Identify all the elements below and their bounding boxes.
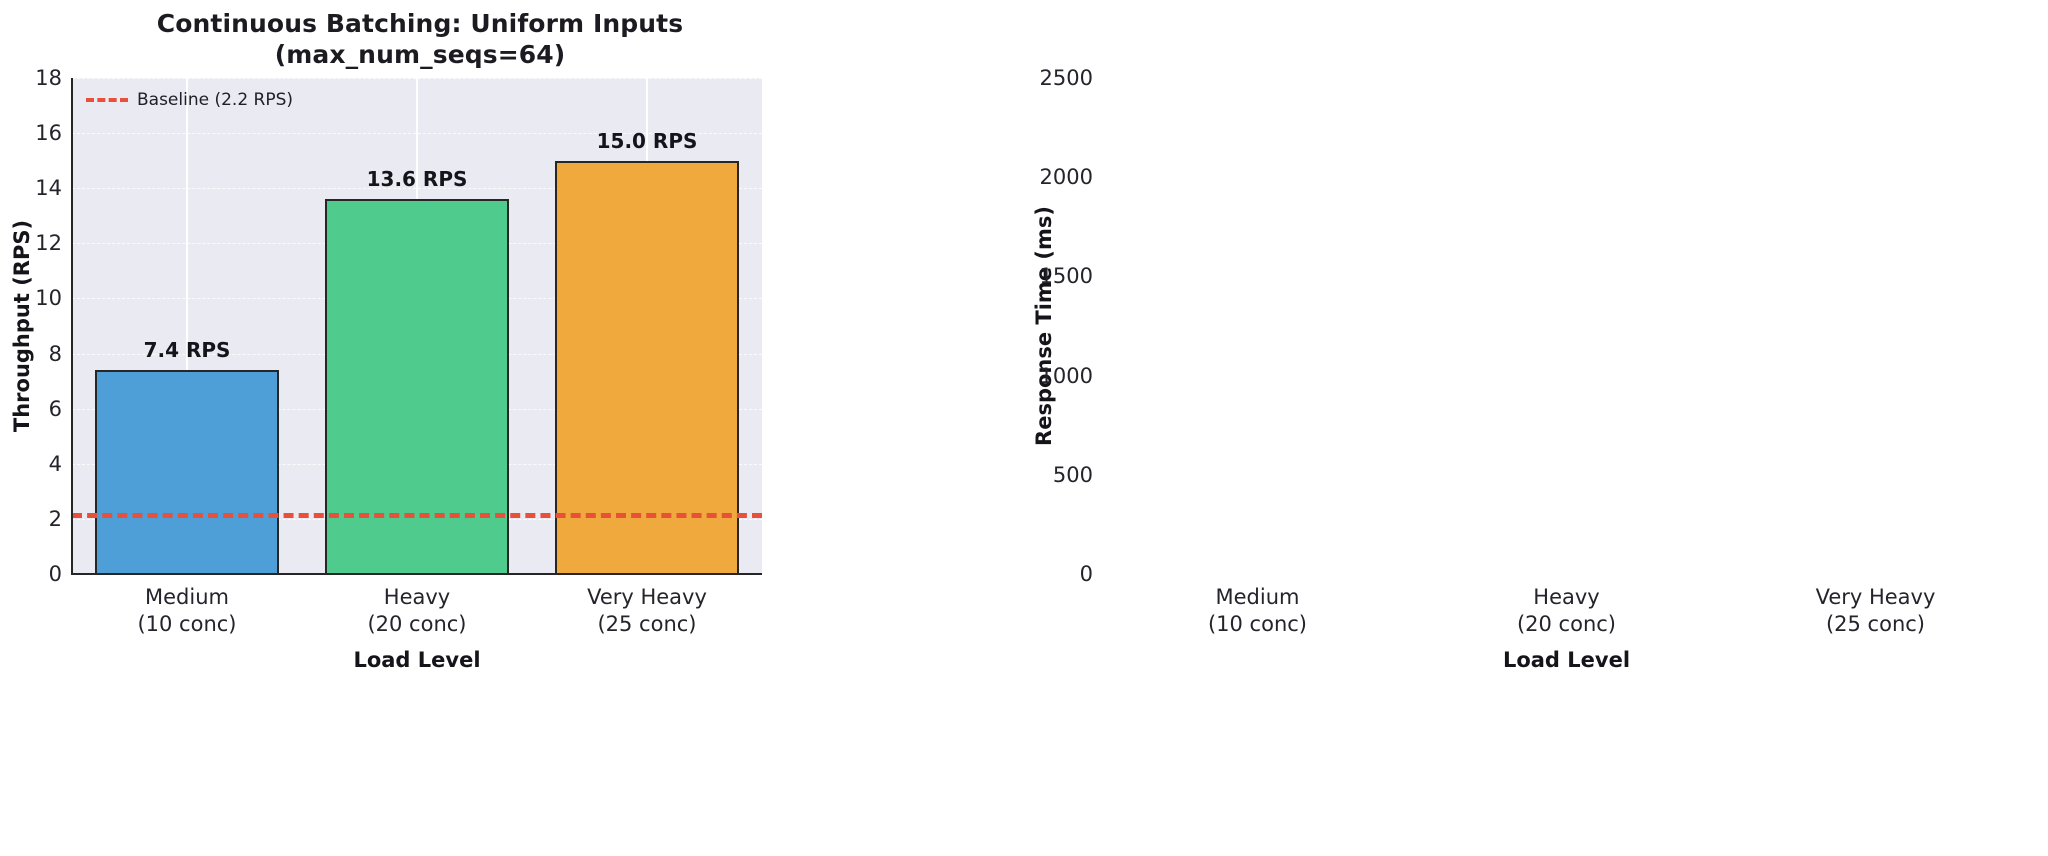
y-tick-label: 500: [1052, 462, 1093, 487]
y-tick-label: 4: [48, 451, 62, 476]
bar-value-label: 13.6 RPS: [366, 167, 468, 192]
y-tick-label: 0: [48, 562, 62, 586]
y-tick-label: 6: [48, 396, 62, 421]
y-tick-label: 12: [35, 231, 62, 256]
baseline-line: [72, 513, 762, 519]
bar-value-label: 15.0 RPS: [596, 128, 698, 153]
chart-panel-throughput: Continuous Batching: Uniform Inputs (max…: [10, 9, 762, 672]
x-tick-label: Very Heavy (25 conc): [587, 585, 707, 636]
x-tick-label: Medium (10 conc): [1207, 585, 1308, 636]
y-tick-label: 16: [35, 121, 62, 146]
y-tick-label: 1500: [1039, 264, 1093, 289]
chart-title-throughput: Continuous Batching: Uniform Inputs (max…: [156, 9, 684, 69]
x-tick-label: Heavy (20 conc): [367, 585, 467, 636]
bar-very-heavy[interactable]: [555, 160, 739, 574]
legend-label-baseline: Baseline (2.2 RPS): [137, 90, 294, 110]
chart-panel-response-time: Response Time: Uniform Inputs 1268ms1392…: [1024, 0, 2048, 856]
y-axis-spine-left-chart: [71, 78, 73, 574]
x-axis-label-response-time: Load Level: [1502, 648, 1631, 672]
y-axis-label-response-time: Response Time (ms): [1032, 206, 1056, 446]
y-tick-label: 1000: [1039, 363, 1093, 388]
y-tick-label: 14: [35, 176, 62, 201]
y-tick-label: 8: [48, 341, 62, 366]
bar-heavy[interactable]: [325, 199, 509, 574]
bar-medium[interactable]: [95, 370, 279, 574]
x-tick-label: Medium (10 conc): [137, 585, 237, 636]
legend-baseline: Baseline (2.2 RPS): [82, 88, 297, 112]
plot-clip-throughput: [72, 78, 762, 574]
x-axis-label-throughput: Load Level: [353, 648, 481, 672]
x-tick-label: Very Heavy (25 conc): [1815, 585, 1936, 636]
y-tick-label: 0: [1079, 562, 1093, 586]
y-tick-label: 2000: [1039, 165, 1093, 190]
x-axis-spine-left-chart: [71, 573, 762, 575]
y-tick-label: 10: [35, 286, 62, 311]
y-tick-label: 2500: [1039, 66, 1093, 90]
baseline-dash-icon: [86, 98, 128, 102]
gridline-vertical: [186, 78, 188, 574]
bar-value-label: 7.4 RPS: [143, 338, 231, 363]
plot-area-throughput: Baseline (2.2 RPS) 7.4 RPS 13.6 RPS 15.0 R…: [71, 78, 762, 575]
x-tick-label: Heavy (20 conc): [1516, 585, 1617, 636]
y-tick-label: 18: [35, 66, 62, 90]
y-tick-label: 2: [48, 506, 62, 531]
y-axis-label-throughput: Throughput (RPS): [10, 219, 34, 433]
